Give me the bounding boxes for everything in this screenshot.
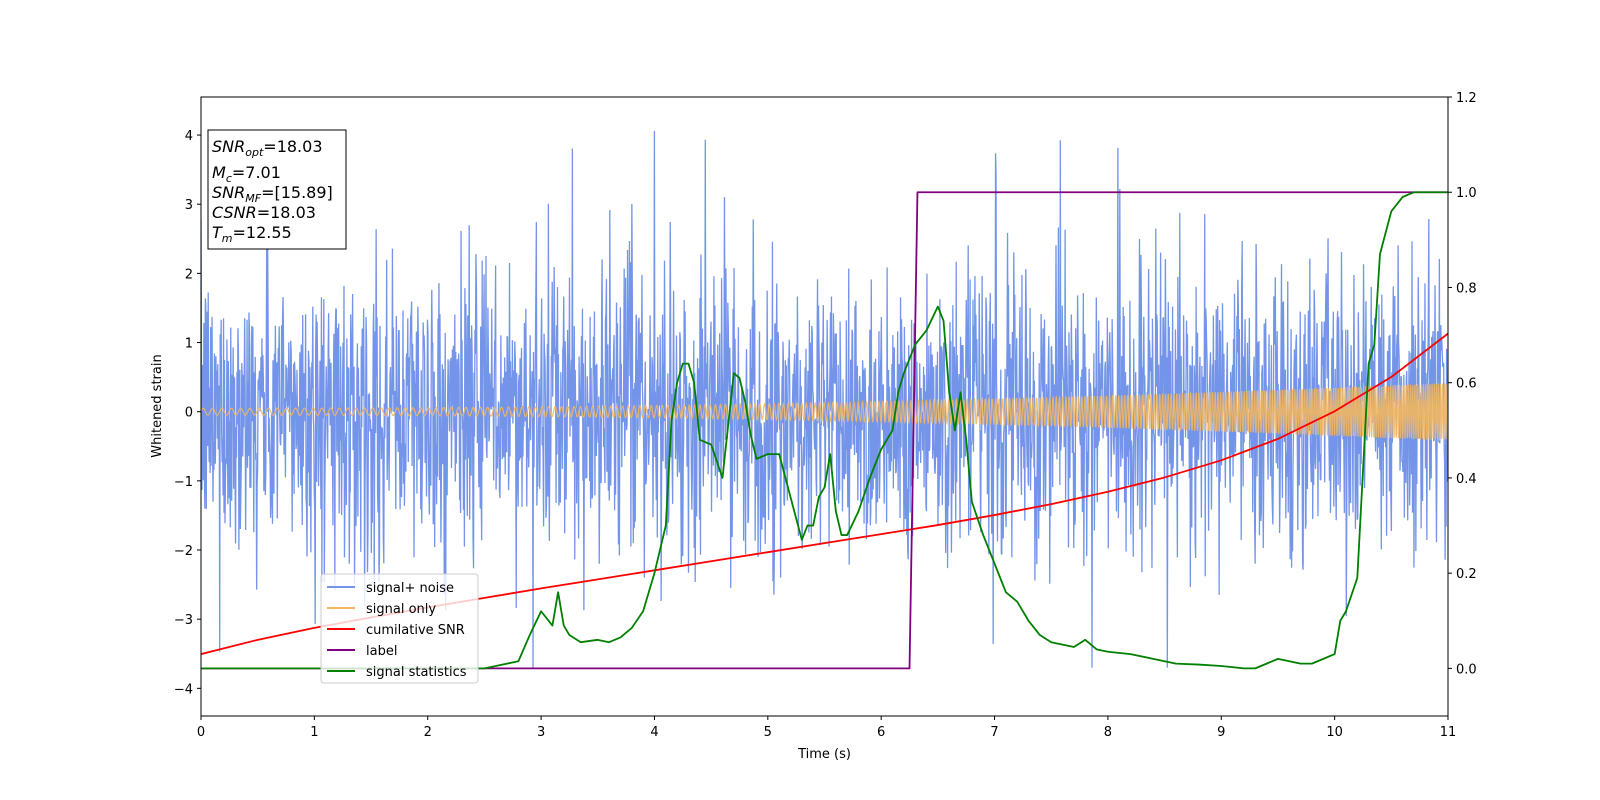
x-tick-label: 2 <box>424 725 432 740</box>
legend-frame <box>320 573 479 684</box>
x-axis-label: Time (s) <box>797 747 851 762</box>
x-axis: 0 1 2 3 4 5 6 7 8 9 10 11 <box>197 716 1456 740</box>
y2-tick-label: 0.2 <box>1456 567 1477 582</box>
y2-tick-label: 0.6 <box>1456 377 1477 392</box>
legend-label: signal+ noise <box>366 581 454 596</box>
x-tick-label: 3 <box>537 725 545 740</box>
info-merger-time: Tm=12.55 <box>212 223 292 245</box>
y-tick-label: 2 <box>185 267 193 282</box>
x-tick-label: 4 <box>650 725 658 740</box>
x-tick-label: 9 <box>1217 725 1225 740</box>
info-box: SNRopt=18.03 Mc=7.01SNRMF=[15.89]CSNR=18.… <box>207 129 347 250</box>
y-axis: −4 −3 −2 −1 0 1 2 3 4 <box>174 129 201 697</box>
y-axis-label: Whitened strain <box>150 354 165 457</box>
info-snr-mf: SNRMF=[15.89] <box>212 183 333 205</box>
y-tick-label: 3 <box>185 198 193 213</box>
x-tick-label: 10 <box>1326 725 1343 740</box>
info-lines: SNRopt=18.03 Mc=7.01SNRMF=[15.89]CSNR=18.… <box>212 137 333 245</box>
x-tick-label: 6 <box>877 725 885 740</box>
y-tick-label: 4 <box>185 129 193 144</box>
legend-label: cumilative SNR <box>366 623 465 638</box>
series-signal-statistics <box>201 191 1448 670</box>
y-tick-label: −4 <box>174 682 193 697</box>
legend-label: signal statistics <box>366 665 467 680</box>
info-csnr: CSNR=18.03 <box>212 203 316 222</box>
y-tick-label: 0 <box>185 406 193 421</box>
legend-items: signal+ noise signal only cumilative SNR la… <box>327 581 467 680</box>
y2-tick-label: 1.2 <box>1456 91 1477 106</box>
legend-label: signal only <box>366 602 436 617</box>
y2-tick-label: 1.0 <box>1456 186 1477 201</box>
info-box-frame <box>207 129 347 250</box>
x-tick-label: 1 <box>310 725 318 740</box>
series-signal-only <box>201 383 1448 441</box>
x-tick-label: 0 <box>197 725 205 740</box>
x-tick-label: 8 <box>1104 725 1112 740</box>
y2-tick-label: 0.8 <box>1456 281 1477 296</box>
y-tick-label: −1 <box>174 475 193 490</box>
y-tick-label: 1 <box>185 337 193 352</box>
y2-tick-label: 0.4 <box>1456 472 1477 487</box>
x-tick-label: 5 <box>764 725 772 740</box>
plot-frame <box>200 96 1449 717</box>
y2-axis: 0.0 0.2 0.4 0.6 0.8 1.0 1.2 <box>1448 91 1477 677</box>
y2-tick-label: 0.0 <box>1456 662 1477 677</box>
series-label <box>201 191 1448 670</box>
legend: signal+ noise signal only cumilative SNR la… <box>320 573 479 684</box>
y-tick-label: −3 <box>174 613 193 628</box>
x-tick-label: 11 <box>1440 725 1457 740</box>
info-chirp-mass: Mc=7.01 <box>212 163 281 185</box>
legend-label: label <box>366 644 397 659</box>
x-tick-label: 7 <box>990 725 998 740</box>
y-tick-label: −2 <box>174 544 193 559</box>
info-snr-opt: SNRopt=18.03 <box>212 137 323 159</box>
